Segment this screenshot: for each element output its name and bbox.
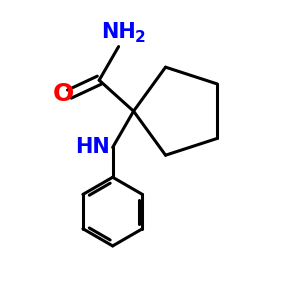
Text: 2: 2 bbox=[135, 30, 146, 45]
Text: O: O bbox=[53, 82, 74, 106]
Text: NH: NH bbox=[101, 22, 136, 42]
Text: HN: HN bbox=[75, 137, 110, 158]
